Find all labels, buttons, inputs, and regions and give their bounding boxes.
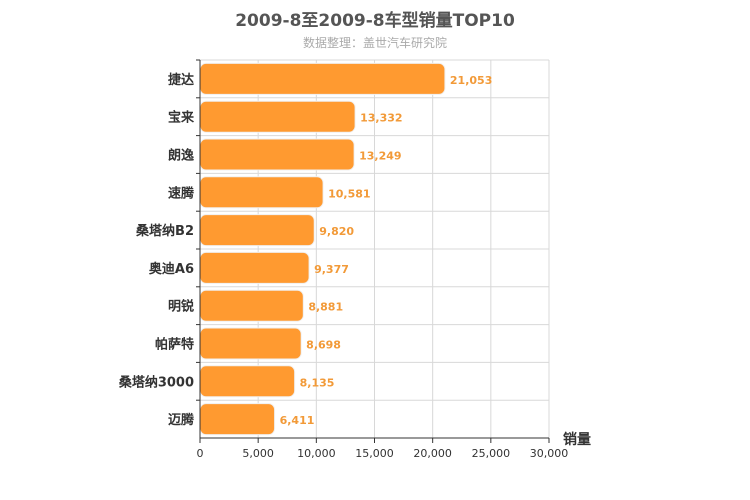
bar[interactable]: [199, 289, 304, 322]
category-label: 帕萨特: [155, 337, 194, 353]
x-tick-label: 5,000: [242, 447, 274, 460]
x-tick-label: 0: [197, 447, 204, 460]
bar[interactable]: [199, 214, 315, 247]
data-label: 6,411: [280, 414, 315, 427]
bar[interactable]: [199, 138, 355, 171]
category-label: 捷达: [168, 72, 194, 88]
category-label: 朗逸: [168, 148, 194, 164]
bar[interactable]: [199, 251, 310, 284]
bar[interactable]: [199, 62, 446, 95]
data-label: 9,377: [314, 263, 349, 276]
bar[interactable]: [199, 403, 276, 436]
data-label: 8,881: [308, 301, 343, 314]
category-label: 速腾: [168, 185, 195, 201]
bars: [199, 62, 446, 436]
category-label: 桑塔纳3000: [118, 374, 194, 390]
bar[interactable]: [199, 327, 302, 360]
data-label: 13,332: [360, 112, 402, 125]
data-label: 13,249: [359, 150, 401, 163]
x-tick-label: 10,000: [297, 447, 336, 460]
category-label: 宝来: [168, 110, 195, 126]
data-label: 9,820: [319, 225, 354, 238]
x-axis-title: 销量: [563, 431, 591, 448]
x-tick-label: 20,000: [413, 447, 452, 460]
x-tick-label: 25,000: [472, 447, 511, 460]
data-label: 10,581: [328, 187, 370, 200]
category-label: 明锐: [168, 299, 194, 315]
axes: [196, 59, 550, 443]
labels: 捷达 21,053 宝来 13,332 朗逸 13,249 速腾 10,581 桑塔纳B2 9,8…: [118, 72, 591, 460]
category-label: 桑塔纳B2: [135, 223, 194, 239]
data-label: 8,135: [300, 376, 335, 389]
bar[interactable]: [199, 365, 296, 398]
chart-subtitle: 数据整理：盖世汽车研究院: [302, 36, 447, 50]
x-tick-label: 15,000: [355, 447, 394, 460]
bar[interactable]: [199, 100, 356, 133]
data-label: 21,053: [450, 74, 492, 87]
x-tick-label: 30,000: [530, 447, 569, 460]
bar[interactable]: [199, 176, 324, 209]
grid-lines: [200, 59, 550, 439]
category-label: 迈腾: [168, 412, 195, 428]
category-label: 奥迪A6: [149, 261, 194, 277]
chart-title: 2009-8至2009-8车型销量TOP10: [235, 11, 515, 31]
data-label: 8,698: [306, 339, 341, 352]
